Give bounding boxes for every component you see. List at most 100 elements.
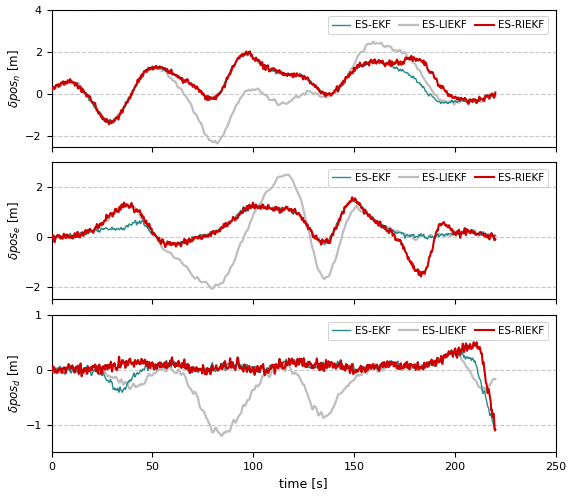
- ES-RIEKF: [491, 428, 498, 434]
- ES-LIEKF: [447, 349, 454, 355]
- Line: ES-RIEKF: ES-RIEKF: [51, 197, 495, 276]
- ES-EKF: [371, 365, 378, 371]
- ES-LIEKF: [371, 40, 378, 46]
- ES-EKF: [371, 218, 378, 224]
- Line: ES-EKF: ES-EKF: [51, 350, 495, 429]
- ES-EKF: [456, 96, 463, 102]
- ES-RIEKF: [479, 96, 486, 102]
- ES-LIEKF: [456, 353, 463, 359]
- ES-EKF: [235, 211, 241, 217]
- X-axis label: time [s]: time [s]: [279, 478, 328, 491]
- ES-LIEKF: [213, 140, 220, 146]
- ES-RIEKF: [479, 231, 486, 237]
- ES-RIEKF: [371, 59, 378, 65]
- Legend: ES-EKF, ES-LIEKF, ES-RIEKF: ES-EKF, ES-LIEKF, ES-RIEKF: [328, 169, 548, 187]
- ES-RIEKF: [259, 62, 266, 67]
- ES-RIEKF: [48, 87, 55, 93]
- ES-EKF: [478, 383, 485, 389]
- ES-EKF: [456, 231, 463, 237]
- ES-RIEKF: [235, 56, 241, 62]
- Line: ES-LIEKF: ES-LIEKF: [51, 352, 495, 436]
- ES-RIEKF: [470, 339, 477, 345]
- ES-LIEKF: [479, 99, 486, 105]
- ES-RIEKF: [235, 214, 241, 220]
- ES-LIEKF: [238, 94, 245, 100]
- ES-RIEKF: [478, 350, 485, 356]
- ES-LIEKF: [219, 433, 225, 439]
- ES-LIEKF: [492, 93, 499, 99]
- ES-LIEKF: [284, 172, 291, 178]
- ES-RIEKF: [492, 89, 499, 95]
- ES-RIEKF: [456, 98, 463, 104]
- ES-EKF: [108, 120, 115, 126]
- ES-EKF: [48, 235, 55, 241]
- ES-LIEKF: [456, 230, 463, 236]
- ES-LIEKF: [371, 217, 378, 223]
- ES-LIEKF: [479, 387, 486, 393]
- ES-RIEKF: [105, 122, 112, 127]
- ES-EKF: [492, 426, 499, 432]
- ES-EKF: [48, 85, 55, 91]
- ES-RIEKF: [238, 51, 245, 57]
- ES-EKF: [479, 96, 486, 102]
- ES-LIEKF: [48, 231, 55, 237]
- ES-LIEKF: [259, 90, 266, 96]
- ES-RIEKF: [418, 273, 424, 279]
- ES-LIEKF: [492, 376, 499, 382]
- ES-EKF: [456, 353, 463, 359]
- ES-EKF: [238, 54, 245, 60]
- ES-LIEKF: [235, 247, 241, 253]
- ES-LIEKF: [48, 85, 55, 91]
- Line: ES-RIEKF: ES-RIEKF: [51, 342, 495, 431]
- ES-RIEKF: [456, 234, 463, 240]
- ES-EKF: [492, 92, 499, 98]
- ES-LIEKF: [371, 361, 378, 367]
- Line: ES-LIEKF: ES-LIEKF: [51, 42, 495, 143]
- Line: ES-LIEKF: ES-LIEKF: [51, 175, 495, 289]
- Y-axis label: $\delta pos_n$ [m]: $\delta pos_n$ [m]: [6, 49, 22, 108]
- ES-EKF: [458, 347, 464, 353]
- ES-RIEKF: [238, 210, 245, 216]
- ES-LIEKF: [259, 373, 266, 379]
- ES-RIEKF: [235, 355, 241, 361]
- Line: ES-RIEKF: ES-RIEKF: [51, 52, 495, 124]
- ES-RIEKF: [456, 348, 463, 354]
- ES-EKF: [492, 233, 499, 239]
- ES-RIEKF: [492, 237, 499, 243]
- ES-EKF: [479, 231, 486, 237]
- ES-LIEKF: [235, 100, 241, 106]
- ES-EKF: [348, 197, 355, 203]
- ES-EKF: [168, 243, 174, 248]
- ES-LIEKF: [209, 286, 216, 292]
- ES-RIEKF: [371, 365, 378, 371]
- ES-EKF: [259, 365, 266, 371]
- ES-EKF: [238, 363, 245, 369]
- ES-RIEKF: [349, 194, 356, 200]
- ES-RIEKF: [492, 427, 499, 433]
- ES-LIEKF: [370, 39, 376, 45]
- Line: ES-EKF: ES-EKF: [51, 200, 495, 246]
- ES-EKF: [235, 361, 241, 367]
- ES-EKF: [238, 209, 245, 215]
- Legend: ES-EKF, ES-LIEKF, ES-RIEKF: ES-EKF, ES-LIEKF, ES-RIEKF: [328, 322, 548, 340]
- ES-EKF: [247, 50, 254, 56]
- ES-RIEKF: [48, 235, 55, 241]
- ES-LIEKF: [456, 99, 463, 105]
- ES-RIEKF: [48, 369, 55, 375]
- ES-LIEKF: [238, 408, 245, 414]
- ES-LIEKF: [48, 368, 55, 373]
- ES-RIEKF: [371, 218, 378, 224]
- ES-LIEKF: [235, 414, 241, 420]
- ES-EKF: [259, 203, 266, 209]
- ES-RIEKF: [259, 365, 266, 371]
- ES-EKF: [48, 368, 55, 373]
- ES-RIEKF: [247, 49, 253, 55]
- ES-LIEKF: [238, 239, 245, 245]
- Y-axis label: $\delta pos_e$ [m]: $\delta pos_e$ [m]: [6, 201, 22, 260]
- ES-RIEKF: [259, 201, 266, 207]
- Y-axis label: $\delta pos_d$ [m]: $\delta pos_d$ [m]: [6, 354, 23, 413]
- Line: ES-EKF: ES-EKF: [51, 53, 495, 123]
- ES-EKF: [235, 56, 241, 62]
- Legend: ES-EKF, ES-LIEKF, ES-RIEKF: ES-EKF, ES-LIEKF, ES-RIEKF: [328, 16, 548, 34]
- ES-LIEKF: [492, 233, 499, 239]
